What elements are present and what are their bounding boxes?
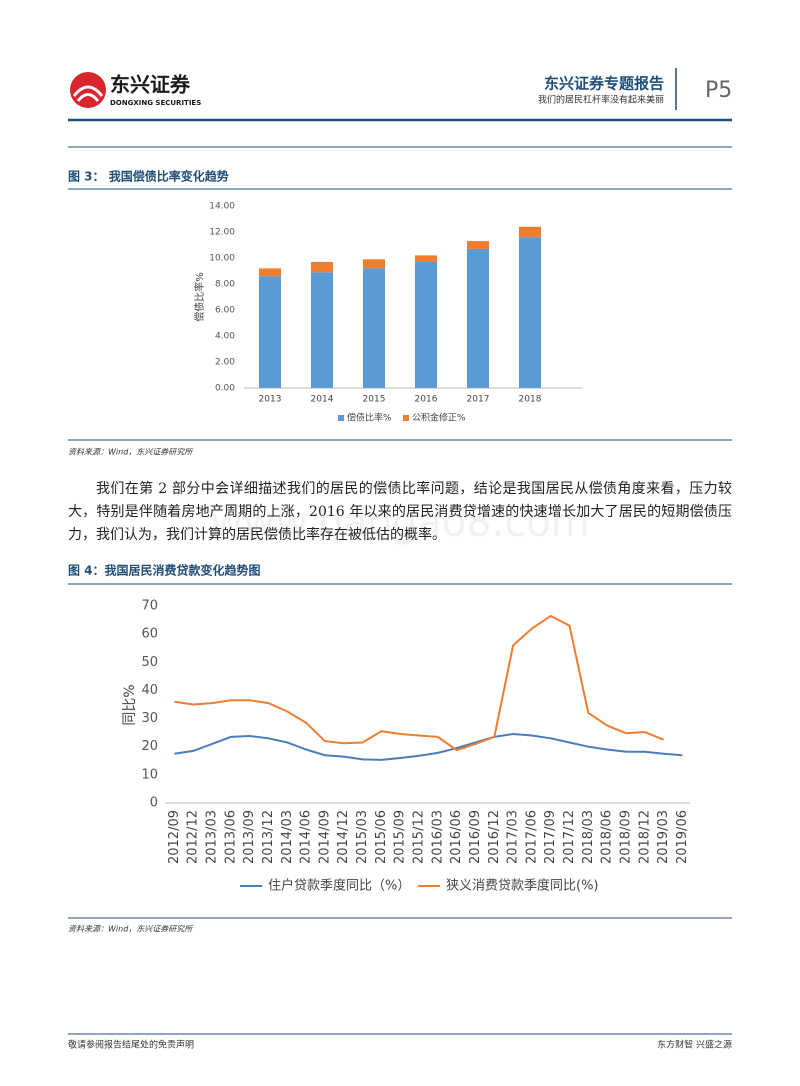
paragraph: 我们在第 2 部分中会详细描述我们的居民的偿债比率问题，结论是我国居民从偿债角度…: [68, 481, 732, 543]
brand-en: DONGXING SECURITIES: [110, 99, 201, 107]
figure-title: 图 3： 我国偿债比率变化趋势: [68, 169, 229, 184]
disclaimer: 敬请参阅报告结尾处的免责声明: [68, 1039, 194, 1051]
x-tick-label: 2013/03: [205, 810, 220, 864]
y-tick-label: 40: [141, 683, 158, 698]
x-tick-label: 2019/03: [656, 810, 671, 864]
page-number: P5: [705, 78, 732, 103]
legend-label: 公积金修正%: [412, 412, 466, 424]
x-tick-label: 2018/06: [600, 810, 615, 864]
x-tick-label: 2017/09: [543, 810, 558, 864]
y-tick-label: 70: [141, 599, 158, 614]
x-tick-label: 2014: [311, 395, 334, 405]
x-tick-label: 2013/09: [242, 810, 257, 864]
x-tick-label: 2018/03: [581, 810, 596, 864]
figure-title: 图 4：我国居民消费贷款变化趋势图: [68, 563, 261, 578]
legend-label: 狭义消费贷款季度同比(%): [446, 878, 599, 894]
y-axis-label: 同比%: [122, 684, 138, 725]
bar-segment: [415, 255, 437, 262]
y-tick-label: 6.00: [215, 306, 235, 316]
y-tick-label: 4.00: [215, 332, 235, 342]
y-tick-label: 0.00: [215, 384, 235, 394]
x-tick-label: 2018: [519, 395, 542, 405]
x-tick-label: 2014/03: [280, 810, 295, 864]
bar-segment: [363, 268, 385, 388]
slogan: 东方财智 兴盛之源: [657, 1039, 732, 1051]
y-tick-label: 50: [141, 655, 158, 670]
x-tick-label: 2017: [467, 395, 490, 405]
x-tick-label: 2017/03: [506, 810, 521, 864]
x-tick-label: 2014/12: [336, 810, 351, 864]
bar-segment: [311, 261, 333, 273]
x-tick-label: 2013/12: [261, 810, 276, 864]
x-tick-label: 2016/09: [468, 810, 483, 864]
x-tick-label: 2016/03: [430, 810, 445, 864]
y-tick-label: 60: [141, 627, 158, 642]
y-tick-label: 10: [141, 767, 158, 782]
x-tick-label: 2013/06: [223, 810, 238, 864]
y-tick-label: 20: [141, 739, 158, 754]
y-tick-label: 8.00: [215, 280, 235, 290]
legend-swatch: [403, 415, 409, 421]
bar-segment: [519, 226, 541, 238]
x-tick-label: 2019/06: [675, 810, 690, 864]
x-tick-label: 2017/12: [562, 810, 577, 864]
bar-segment: [467, 241, 489, 249]
x-tick-label: 2015/09: [393, 810, 408, 864]
x-tick-label: 2014/06: [299, 810, 314, 864]
bar-segment: [259, 276, 281, 388]
y-tick-label: 2.00: [215, 358, 235, 368]
x-tick-label: 2016: [415, 395, 438, 405]
legend-label: 住户贷款季度同比（%）: [268, 878, 410, 894]
report-title: 东兴证券专题报告: [544, 75, 664, 93]
x-tick-label: 2016/06: [449, 810, 464, 864]
y-axis-label: 偿债比率%: [193, 272, 206, 322]
x-tick-label: 2018/09: [618, 810, 633, 864]
legend-swatch: [338, 415, 344, 421]
x-tick-label: 2015/12: [412, 810, 427, 864]
x-tick-label: 2015: [363, 395, 386, 405]
y-tick-label: 30: [141, 711, 158, 726]
y-tick-label: 10.00: [209, 254, 235, 264]
x-tick-label: 2012/09: [167, 810, 182, 864]
x-tick-label: 2014/09: [317, 810, 332, 864]
bar-segment: [311, 272, 333, 388]
line-series: [174, 614, 664, 752]
line-series: [174, 732, 683, 761]
x-tick-label: 2015/03: [355, 810, 370, 864]
x-tick-label: 2012/12: [186, 810, 201, 864]
bar-segment: [259, 268, 281, 277]
brand: 东兴证券: [110, 73, 191, 97]
legend-label: 偿债比率%: [347, 412, 392, 424]
x-tick-label: 2018/12: [637, 810, 652, 864]
y-tick-label: 12.00: [209, 228, 235, 238]
y-tick-label: 0: [150, 796, 158, 811]
bar-segment: [415, 261, 437, 388]
y-tick-label: 14.00: [209, 202, 235, 212]
x-tick-label: 2017/06: [524, 810, 539, 864]
watermark: www.baogao8.com: [210, 500, 590, 546]
bar-segment: [467, 248, 489, 388]
x-tick-label: 2016/12: [487, 810, 502, 864]
x-tick-label: 2015/06: [374, 810, 389, 864]
bar-segment: [519, 237, 541, 388]
source: 资料来源：Wind，东兴证券研究所: [68, 925, 194, 934]
source: 资料来源：Wind，东兴证券研究所: [68, 448, 194, 457]
report-subtitle: 我们的居民杠杆率没有起来美丽: [538, 94, 664, 106]
logo: [70, 72, 106, 108]
bar-segment: [363, 259, 385, 269]
x-tick-label: 2013: [259, 395, 282, 405]
